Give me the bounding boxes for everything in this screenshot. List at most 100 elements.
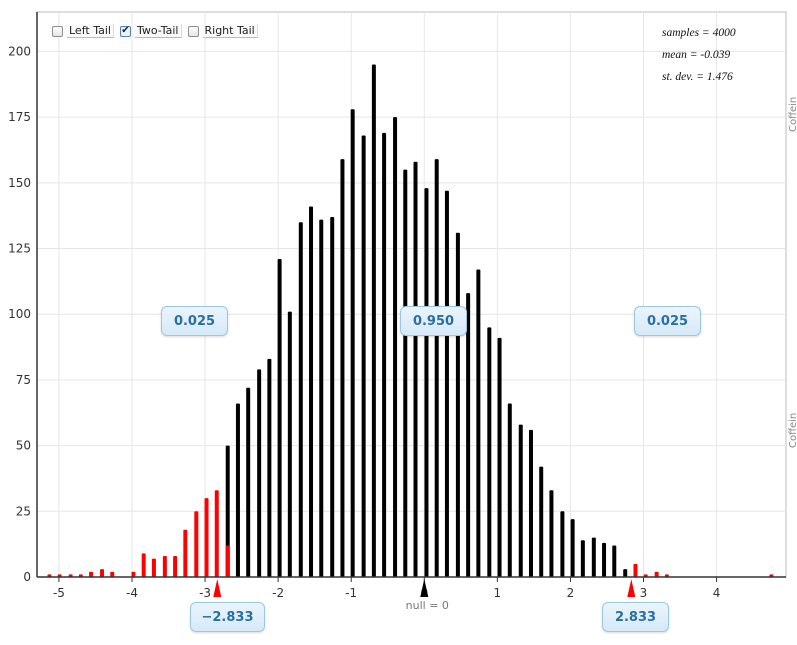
histogram-bar xyxy=(298,222,303,578)
histogram-bar xyxy=(580,540,585,577)
histogram-bar xyxy=(330,216,335,577)
histogram-bar xyxy=(277,259,282,577)
y-tick-label: 150 xyxy=(8,176,31,190)
cutoff-markers: null = 0 xyxy=(213,579,636,612)
histogram-bar xyxy=(225,445,230,577)
two-tail-label[interactable]: Two-Tail xyxy=(134,24,182,38)
histogram-bar xyxy=(151,558,156,577)
right-tail-checkbox[interactable] xyxy=(187,25,199,37)
histogram-bar xyxy=(539,466,544,577)
histogram-bar xyxy=(497,337,502,577)
side-tab-bottom[interactable]: Coffein xyxy=(788,412,797,448)
histogram-bar xyxy=(309,206,314,577)
x-tick-label: 2 xyxy=(567,586,575,600)
x-tick-label: -2 xyxy=(272,586,284,600)
histogram-bar xyxy=(570,519,575,577)
histogram-bar xyxy=(183,529,188,577)
null-marker xyxy=(420,579,429,597)
null-label: null = 0 xyxy=(406,599,449,612)
histogram-bar xyxy=(141,553,146,577)
histogram-bar xyxy=(455,232,460,577)
lower-cutoff-marker xyxy=(213,579,222,597)
histogram-bar xyxy=(162,555,167,577)
y-tick-label: 0 xyxy=(23,570,31,584)
histogram-bar xyxy=(371,64,376,578)
histogram-bar xyxy=(602,542,607,577)
x-tick-label: -1 xyxy=(345,586,357,600)
histogram-bar xyxy=(612,545,617,577)
histogram-bar xyxy=(235,403,240,577)
y-tick-label: 25 xyxy=(16,504,31,518)
histogram-bar xyxy=(100,569,105,577)
histogram-bar xyxy=(267,358,272,577)
y-tick-label: 100 xyxy=(8,307,31,321)
histogram-bar xyxy=(466,293,471,577)
right-tail-label[interactable]: Right Tail xyxy=(202,24,258,38)
histogram-bar xyxy=(89,571,94,577)
upper-cutoff-input[interactable]: 2.833 xyxy=(602,602,669,632)
histogram-bar xyxy=(131,571,136,577)
grid-lines xyxy=(36,11,787,578)
histogram-bar xyxy=(413,161,418,577)
histogram-bar xyxy=(518,424,523,577)
histogram-bar xyxy=(633,563,638,577)
tail-selector: Left Tail ✔ Two-Tail Right Tail xyxy=(52,24,264,38)
x-tick-label: 4 xyxy=(713,586,721,600)
histogram-bar xyxy=(204,498,209,577)
upper-cutoff-marker xyxy=(627,579,636,597)
y-tick-label: 75 xyxy=(16,373,31,387)
histogram-bar xyxy=(173,555,178,577)
left-tail-checkbox[interactable] xyxy=(52,25,63,37)
y-tick-label: 125 xyxy=(8,242,31,256)
histogram-bar xyxy=(361,135,366,577)
histogram-bar xyxy=(246,387,251,577)
histogram-bar xyxy=(623,569,628,577)
left-tail-proportion: 0.025 xyxy=(161,306,228,336)
histogram-bar xyxy=(507,403,512,577)
mean-stat: mean = -0.039 xyxy=(662,49,731,61)
histogram-bar xyxy=(350,109,355,578)
two-tail-checkbox[interactable]: ✔ xyxy=(119,25,131,37)
histogram-bar xyxy=(487,327,492,577)
x-tick-label: -4 xyxy=(126,586,138,600)
plot-frame xyxy=(36,11,787,578)
histogram-bar xyxy=(403,169,408,577)
lower-cutoff-input[interactable]: −2.833 xyxy=(190,602,265,632)
histogram-bar xyxy=(393,117,398,578)
histogram-bar xyxy=(257,369,262,577)
histogram-bar xyxy=(476,269,481,577)
histogram-bar xyxy=(194,511,199,577)
histogram-bar xyxy=(319,219,324,577)
left-tail-label[interactable]: Left Tail xyxy=(67,24,114,38)
histogram-bar xyxy=(214,490,219,577)
histogram-bar-tail-part xyxy=(225,545,230,577)
histogram-bar xyxy=(382,132,387,577)
side-tab-top[interactable]: Coffein xyxy=(788,96,797,132)
sd-stat: st. dev. = 1.476 xyxy=(662,71,733,83)
histogram-bar xyxy=(424,188,429,577)
histogram-bar xyxy=(287,311,292,577)
right-tail-proportion: 0.025 xyxy=(634,306,701,336)
x-tick-label: -5 xyxy=(53,586,65,600)
samples-stat: samples = 4000 xyxy=(662,27,736,39)
y-tick-label: 50 xyxy=(16,439,31,453)
y-tick-label: 175 xyxy=(8,110,31,124)
y-tick-label: 200 xyxy=(8,44,31,58)
histogram-bar xyxy=(654,571,659,577)
summary-stats: samples = 4000 mean = -0.039 st. dev. = … xyxy=(662,22,736,88)
histogram-bar xyxy=(444,190,449,577)
histogram-bar xyxy=(591,537,596,577)
middle-proportion: 0.950 xyxy=(400,306,467,336)
x-tick-label: -3 xyxy=(199,586,211,600)
histogram-bar xyxy=(549,490,554,577)
histogram-bar xyxy=(110,571,115,577)
x-tick-label: 1 xyxy=(494,586,502,600)
histogram-bar xyxy=(560,511,565,577)
x-tick-label: 3 xyxy=(640,586,648,600)
histogram-bar xyxy=(340,159,345,578)
histogram-bars xyxy=(47,64,774,578)
histogram-bar xyxy=(528,429,533,577)
histogram-bar xyxy=(434,159,439,578)
